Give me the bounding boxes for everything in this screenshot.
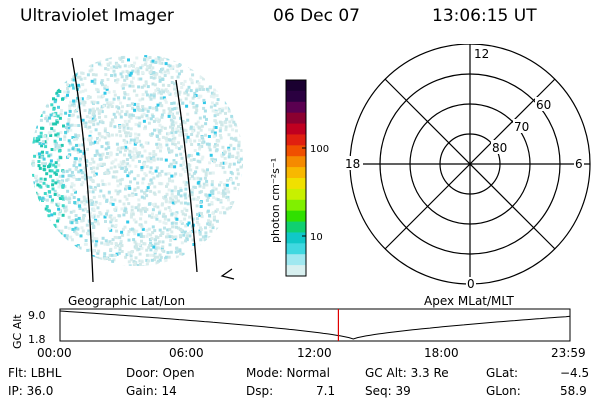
gain-info: Gain: 14 xyxy=(126,384,177,398)
ip-info: IP: 36.0 xyxy=(8,384,54,398)
colorbar-label: photon cm⁻²s⁻¹ xyxy=(269,158,282,243)
colorbar-tick-10: 10 xyxy=(310,232,323,243)
xtick-0000: 00:00 xyxy=(37,346,72,360)
door-info: Door: Open xyxy=(126,366,195,380)
gc-alt-info: GC Alt: 3.3 Re xyxy=(365,366,449,380)
lat-label-70: 70 xyxy=(514,120,529,134)
xtick-0600: 06:00 xyxy=(169,346,204,360)
aurora-emission-field xyxy=(31,54,243,266)
seq-info: Seq: 39 xyxy=(365,384,411,398)
lat-label-60: 60 xyxy=(536,98,551,112)
colorbar: 100 10 photon cm⁻²s⁻¹ xyxy=(269,79,329,277)
time-label: 13:06:15 UT xyxy=(432,6,537,26)
mlt-label-6: 6 xyxy=(575,157,583,171)
timeline-ytick-high: 9.0 xyxy=(28,309,46,322)
colorbar-gradient xyxy=(286,80,306,277)
dsp-label: Dsp: xyxy=(246,384,274,398)
glat-value: −4.5 xyxy=(560,366,590,380)
mlt-label-18: 18 xyxy=(345,157,360,171)
colorbar-tick-100: 100 xyxy=(310,144,329,155)
altitude-curve xyxy=(59,310,571,340)
limb-mark xyxy=(220,268,235,280)
longitude-line-right xyxy=(175,79,198,273)
glon-value: 58.9 xyxy=(560,384,587,398)
orbit-timeline: GC Alt 9.0 1.8 xyxy=(11,308,571,349)
mlt-label-12: 12 xyxy=(474,47,489,61)
meridian-diag-b xyxy=(384,78,556,250)
mode-info: Mode: Normal xyxy=(246,366,330,380)
date-label: 06 Dec 07 xyxy=(273,6,360,26)
xtick-1200: 12:00 xyxy=(297,346,332,360)
mlt-label-0: 0 xyxy=(467,277,475,291)
instrument-title: Ultraviolet Imager xyxy=(20,6,174,26)
apex-title: Apex MLat/MLT xyxy=(424,294,514,308)
longitude-line-left xyxy=(71,57,94,283)
earth-image xyxy=(31,54,243,283)
glat-label: GLat: xyxy=(486,366,519,380)
polar-plot: 12 0 18 6 60 70 80 xyxy=(343,44,591,291)
filter-info: Flt: LBHL xyxy=(8,366,62,380)
timeline-ytick-low: 1.8 xyxy=(28,333,46,346)
lat-label-80: 80 xyxy=(492,141,507,155)
geographic-title: Geographic Lat/Lon xyxy=(68,294,186,308)
dsp-value: 7.1 xyxy=(316,384,336,398)
xtick-1800: 18:00 xyxy=(424,346,459,360)
glon-label: GLon: xyxy=(486,384,521,398)
timeline-axis-label: GC Alt xyxy=(11,314,24,349)
xtick-2359: 23:59 xyxy=(551,346,586,360)
